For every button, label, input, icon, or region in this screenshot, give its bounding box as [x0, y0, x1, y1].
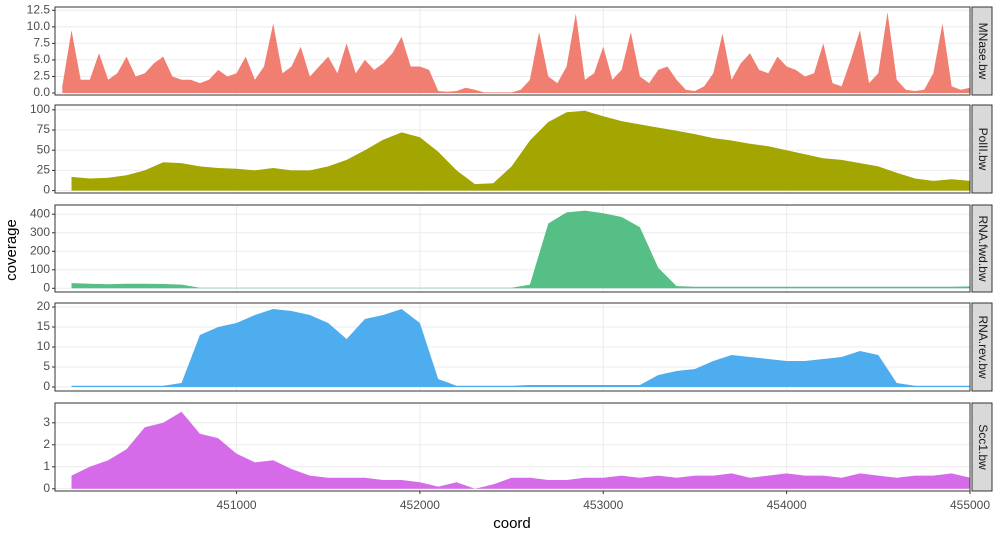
y-tick-label: 50 [37, 142, 51, 156]
y-tick-label: 100 [30, 262, 50, 276]
y-tick-label: 0 [43, 481, 50, 495]
y-tick-label: 200 [30, 243, 50, 257]
strip-background [971, 402, 993, 492]
panel-border [54, 402, 971, 492]
area [62, 12, 971, 94]
strip-label: PolII.bw [976, 128, 990, 171]
panel-background [55, 205, 970, 292]
y-tick-label: 10 [37, 339, 51, 353]
y-tick-label: 400 [30, 206, 50, 220]
panel-border [54, 6, 971, 96]
x-tick-label: 451000 [217, 498, 257, 512]
y-tick-label: 300 [30, 225, 50, 239]
y-tick-label: 0.0 [33, 85, 50, 99]
y-tick-label: 25 [37, 163, 51, 177]
strip-background [971, 302, 993, 392]
strip-background [971, 204, 993, 293]
panel-border [54, 104, 971, 194]
y-tick-label: 0 [43, 379, 50, 393]
x-tick-label: 455000 [950, 498, 990, 512]
strip-background [971, 6, 993, 96]
y-tick-label: 12.5 [27, 2, 51, 16]
y-tick-label: 5.0 [33, 52, 50, 66]
y-axis-title: coverage [3, 219, 20, 281]
x-tick-label: 454000 [767, 498, 807, 512]
y-tick-label: 100 [30, 102, 50, 116]
area [71, 110, 970, 191]
panel-border [54, 204, 971, 293]
y-tick-label: 5 [43, 359, 50, 373]
strip-label: RNA.fwd.bw [976, 215, 990, 281]
y-tick-label: 3 [43, 415, 50, 429]
strip-label: RNA.rev.bw [976, 315, 990, 378]
y-tick-label: 0 [43, 183, 50, 197]
x-tick-label: 452000 [400, 498, 440, 512]
y-tick-label: 2.5 [33, 69, 50, 83]
x-tick-label: 453000 [583, 498, 623, 512]
strip-label: MNase.bw [976, 23, 990, 80]
area [71, 309, 970, 387]
strip-label: Scc1.bw [976, 424, 990, 470]
y-tick-label: 7.5 [33, 36, 50, 50]
y-tick-label: 15 [37, 319, 51, 333]
y-tick-label: 0 [43, 280, 50, 294]
y-tick-label: 1 [43, 459, 50, 473]
y-tick-label: 10.0 [27, 19, 51, 33]
y-tick-label: 20 [37, 299, 51, 313]
area [71, 411, 970, 489]
y-tick-label: 2 [43, 437, 50, 451]
strip-background [971, 104, 993, 194]
y-tick-label: 75 [37, 122, 51, 136]
x-axis-title: coord [493, 515, 531, 532]
